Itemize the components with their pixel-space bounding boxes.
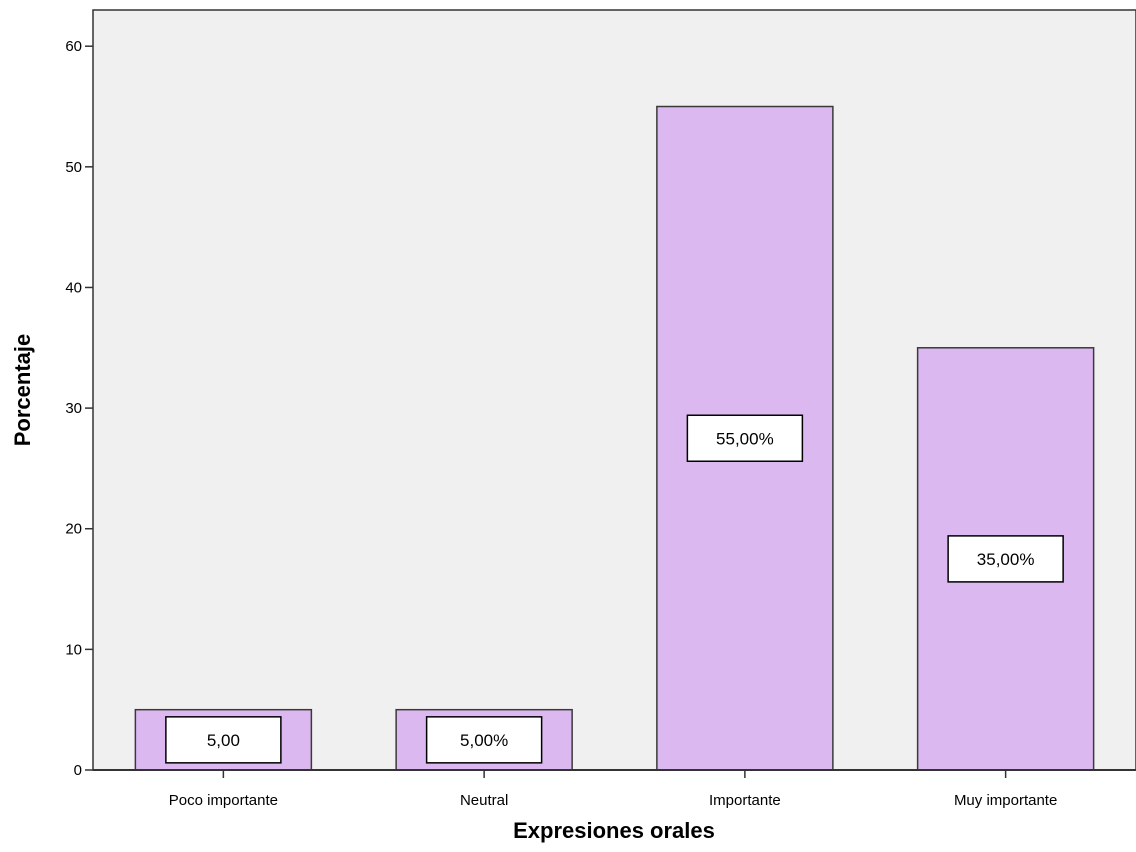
data-label: 5,00% xyxy=(460,731,508,750)
x-tick-label: Muy importante xyxy=(954,792,1057,809)
x-axis: Poco importante Neutral Importante Muy impo… xyxy=(93,769,1136,809)
y-tick-label: 50 xyxy=(65,159,82,176)
y-axis: 0 10 20 30 40 50 60 xyxy=(65,38,93,779)
y-tick-label: 30 xyxy=(65,400,82,417)
data-label-box xyxy=(947,535,1064,583)
data-label-box xyxy=(425,716,543,764)
x-axis-title: Expresiones orales xyxy=(513,818,715,843)
x-tick-label: Importante xyxy=(709,792,781,809)
data-label-box xyxy=(165,716,282,764)
data-labels-group: 5,00 5,00% 55,00% 35,00% xyxy=(165,414,1064,764)
y-tick-label: 10 xyxy=(65,641,82,658)
data-label: 35,00% xyxy=(977,550,1035,569)
data-label: 5,00 xyxy=(207,731,240,750)
data-label: 55,00% xyxy=(716,429,774,448)
y-axis-title: Porcentaje xyxy=(10,334,35,447)
x-tick-label: Poco importante xyxy=(169,792,278,809)
y-tick-label: 40 xyxy=(65,279,82,296)
y-tick-label: 0 xyxy=(74,762,82,779)
y-tick-label: 20 xyxy=(65,521,82,538)
y-tick-label: 60 xyxy=(65,38,82,55)
x-tick-label: Neutral xyxy=(460,792,508,809)
data-label-box xyxy=(686,414,804,463)
